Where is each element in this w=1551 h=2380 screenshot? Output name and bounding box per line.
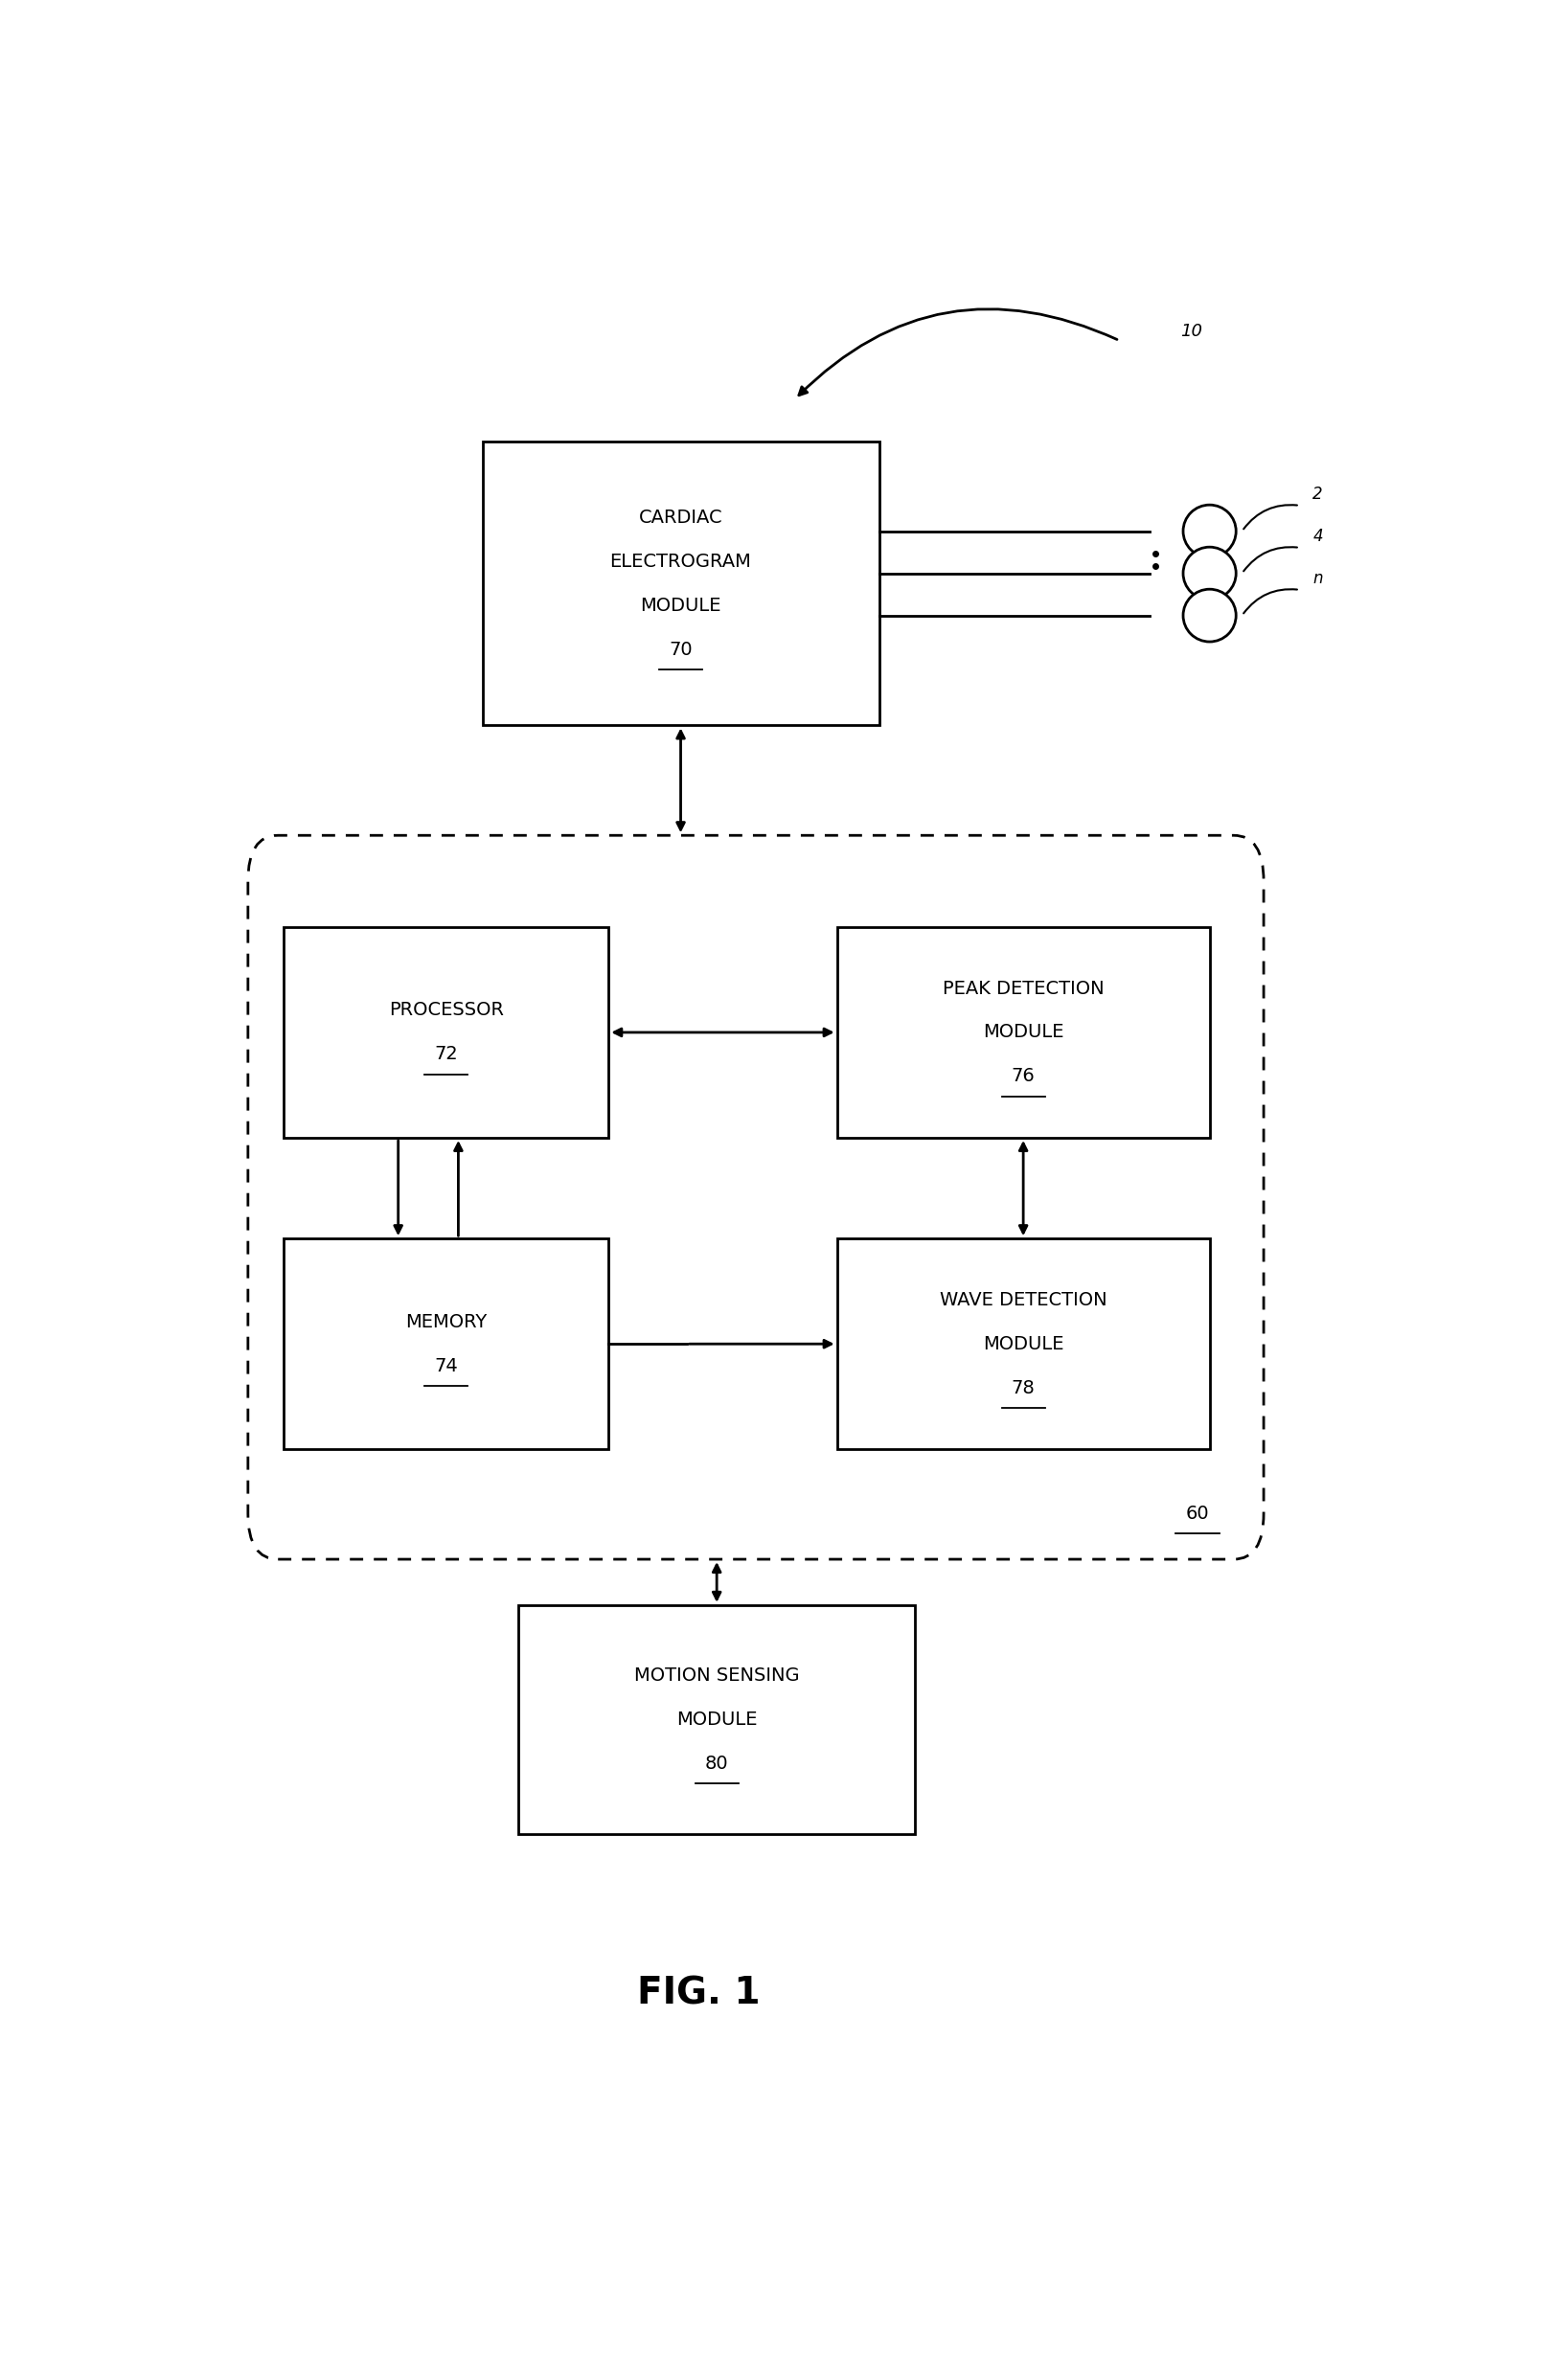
Text: 60: 60 — [1187, 1504, 1210, 1523]
Text: MOTION SENSING: MOTION SENSING — [634, 1666, 799, 1685]
Bar — [838, 926, 1210, 1138]
Text: MODULE: MODULE — [983, 1335, 1064, 1352]
Text: 74: 74 — [434, 1357, 458, 1376]
Bar — [838, 1238, 1210, 1449]
Text: 4: 4 — [1312, 528, 1323, 545]
Text: MEMORY: MEMORY — [405, 1314, 487, 1330]
Text: 70: 70 — [668, 640, 692, 659]
Text: 80: 80 — [706, 1754, 729, 1773]
Text: 2: 2 — [1312, 486, 1323, 502]
Text: MODULE: MODULE — [676, 1711, 757, 1728]
Text: MODULE: MODULE — [641, 597, 721, 614]
Text: WAVE DETECTION: WAVE DETECTION — [940, 1290, 1107, 1309]
Text: MODULE: MODULE — [983, 1023, 1064, 1042]
Text: 72: 72 — [434, 1045, 458, 1064]
Bar — [482, 440, 879, 726]
Bar — [284, 1238, 608, 1449]
Ellipse shape — [1183, 547, 1236, 600]
Text: 76: 76 — [1011, 1066, 1035, 1085]
Text: ELECTROGRAM: ELECTROGRAM — [610, 552, 752, 571]
Ellipse shape — [1183, 505, 1236, 557]
Text: PEAK DETECTION: PEAK DETECTION — [943, 978, 1104, 997]
Ellipse shape — [1183, 590, 1236, 643]
Text: CARDIAC: CARDIAC — [639, 509, 723, 526]
Text: FIG. 1: FIG. 1 — [637, 1975, 760, 2011]
Text: 78: 78 — [1011, 1378, 1035, 1397]
Bar — [518, 1604, 915, 1835]
Bar — [284, 926, 608, 1138]
Text: PROCESSOR: PROCESSOR — [389, 1002, 504, 1019]
FancyBboxPatch shape — [248, 835, 1264, 1559]
Text: n: n — [1312, 571, 1323, 588]
Text: 10: 10 — [1180, 324, 1202, 340]
